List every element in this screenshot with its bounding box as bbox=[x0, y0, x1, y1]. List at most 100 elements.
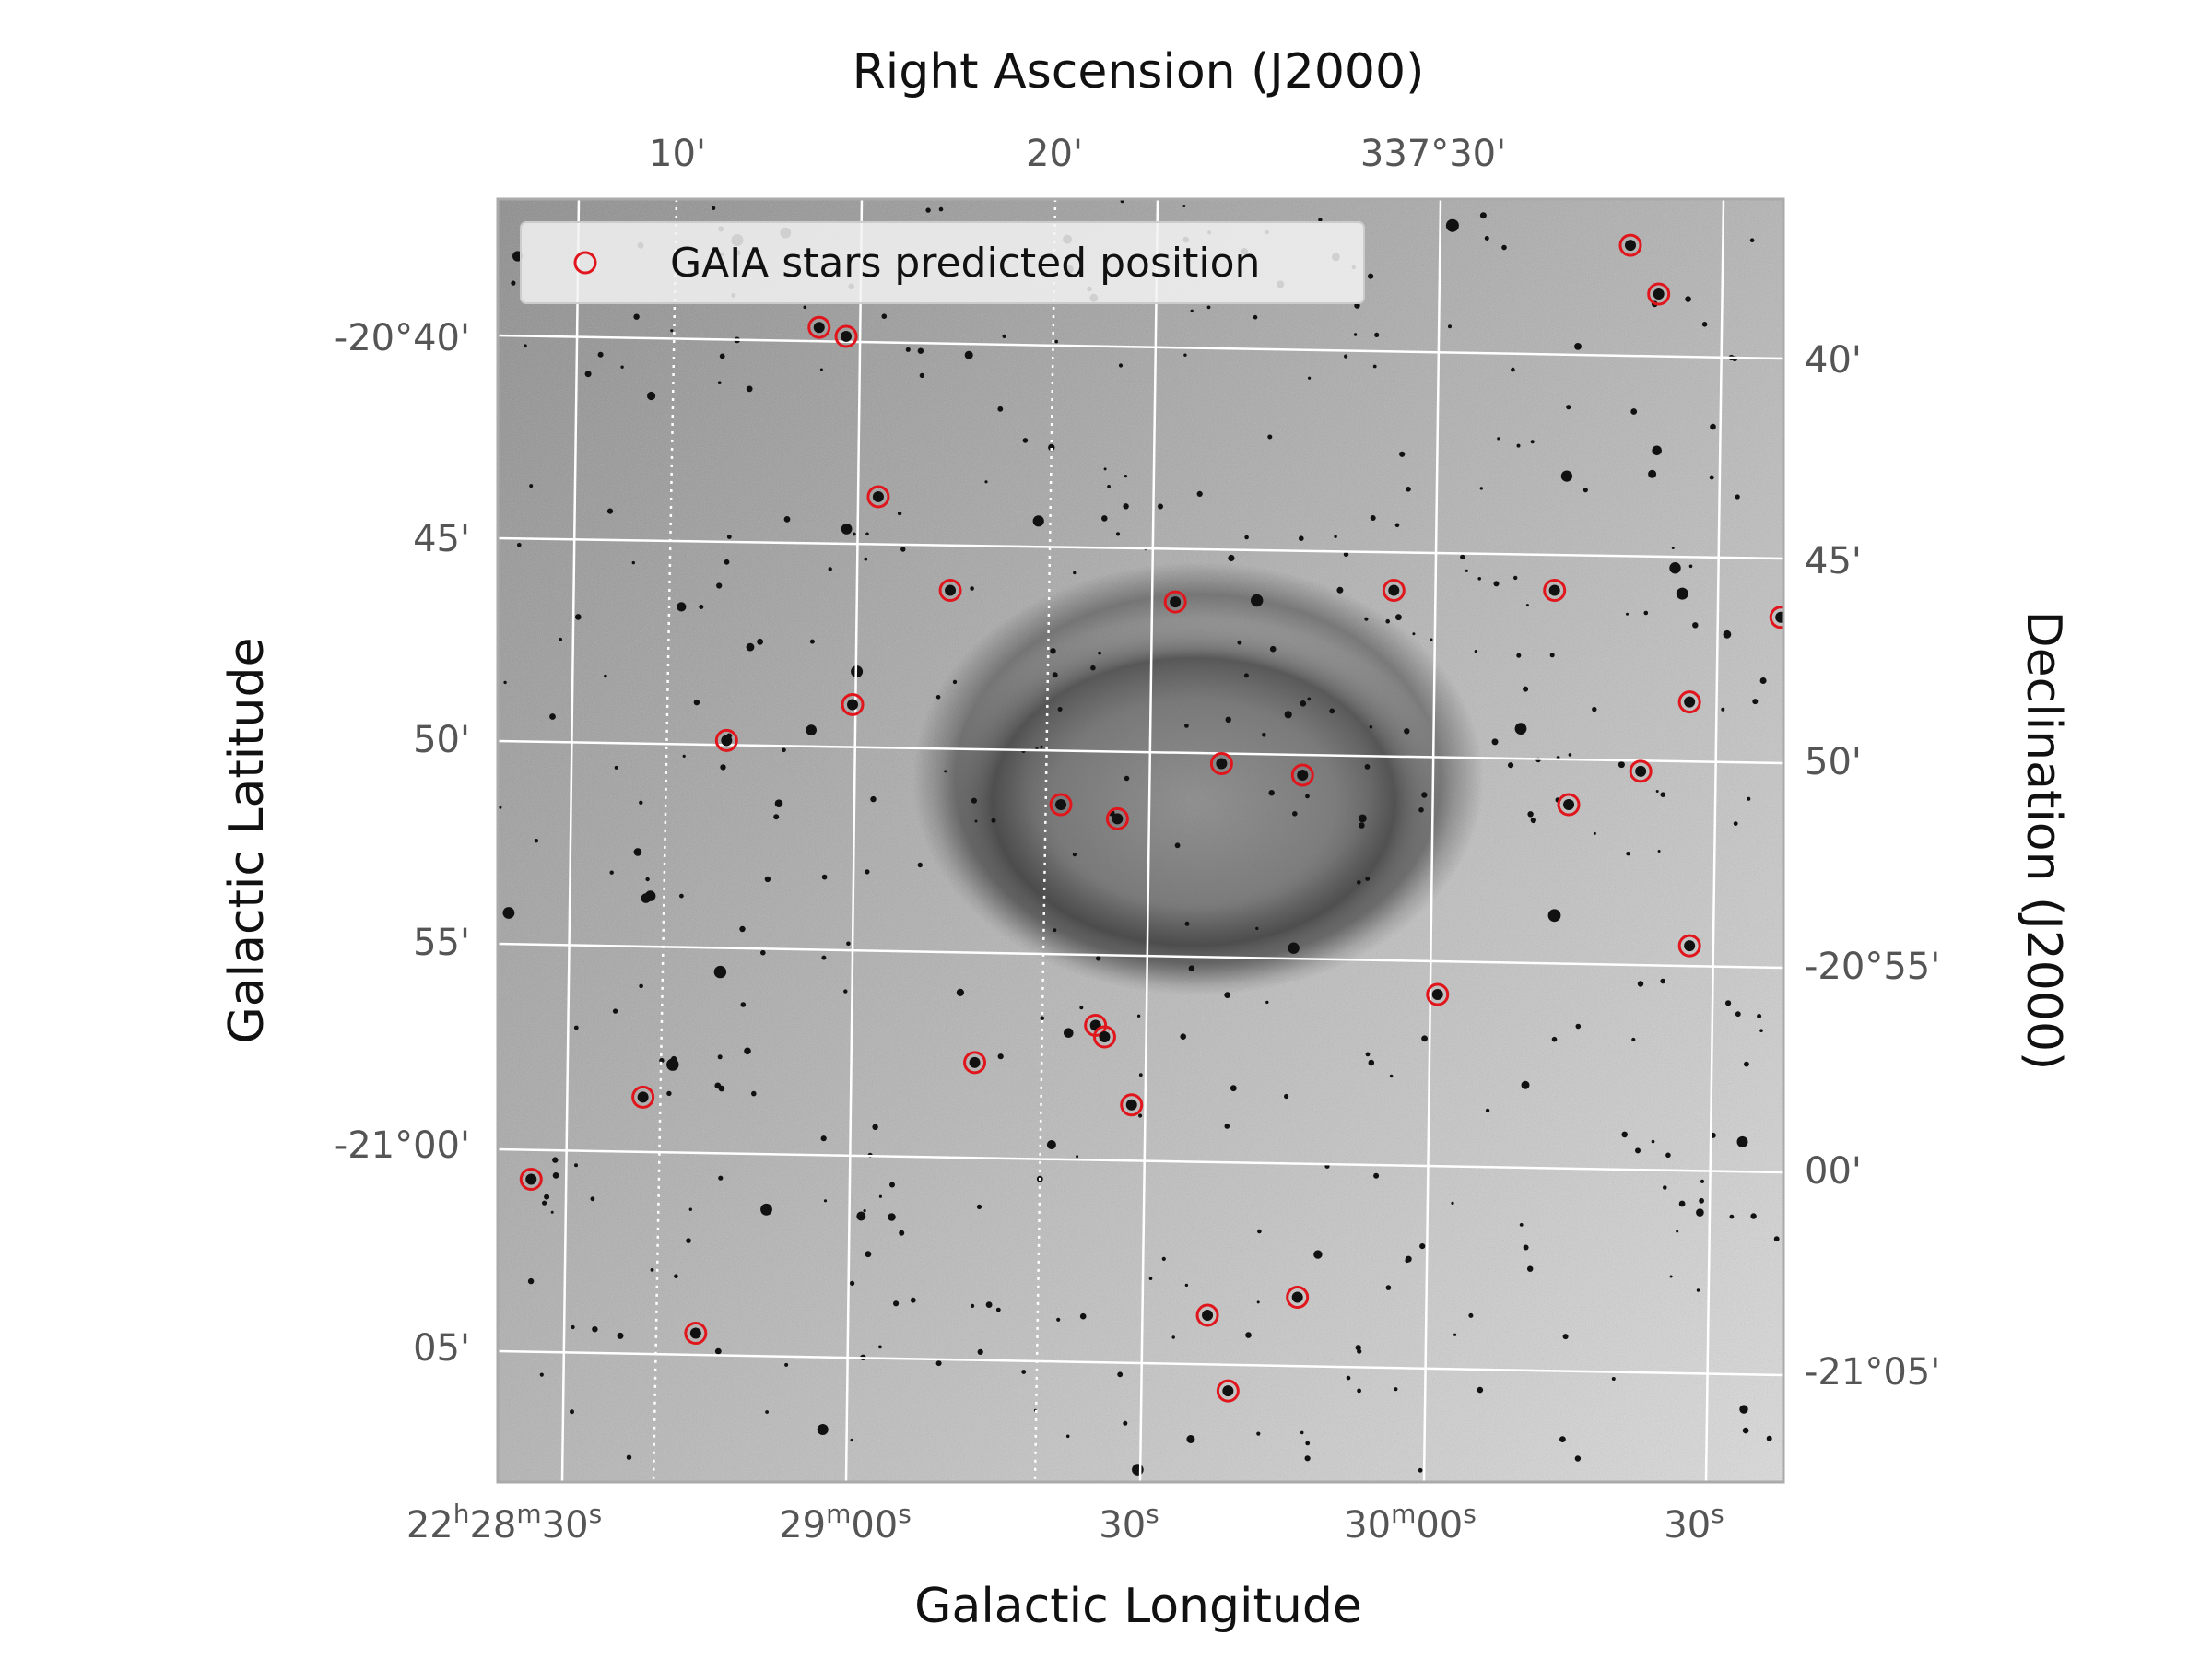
field-star bbox=[997, 1053, 1004, 1060]
field-star bbox=[674, 1274, 678, 1278]
field-star bbox=[1064, 1028, 1074, 1038]
field-star bbox=[573, 1025, 579, 1030]
gaia-marker bbox=[1677, 934, 1701, 958]
field-star bbox=[718, 1085, 725, 1092]
bottom-axis-title: Galactic Longitude bbox=[914, 1579, 1362, 1634]
field-star bbox=[746, 642, 755, 652]
left-axis-title: Galactic Latitude bbox=[219, 637, 275, 1043]
field-star bbox=[1265, 1000, 1269, 1005]
field-star bbox=[899, 1230, 905, 1236]
field-star bbox=[1138, 1113, 1143, 1118]
field-star bbox=[1304, 1455, 1311, 1462]
field-star bbox=[806, 724, 817, 735]
field-star bbox=[1364, 764, 1371, 770]
field-star bbox=[1299, 535, 1304, 541]
field-star bbox=[679, 893, 684, 899]
gaia-star bbox=[1297, 770, 1309, 782]
field-star bbox=[1404, 728, 1410, 735]
field-star bbox=[1385, 618, 1390, 624]
nebula-rim bbox=[912, 562, 1484, 995]
field-star bbox=[645, 877, 650, 882]
field-star bbox=[1090, 665, 1096, 671]
field-star bbox=[910, 1297, 916, 1303]
field-star bbox=[774, 799, 783, 807]
field-star bbox=[1736, 1135, 1748, 1147]
field-star bbox=[1368, 273, 1374, 279]
gaia-marker bbox=[714, 728, 738, 752]
field-star bbox=[527, 1277, 535, 1285]
field-star bbox=[1385, 1285, 1392, 1290]
field-star bbox=[740, 1002, 747, 1007]
field-star bbox=[976, 1204, 982, 1209]
gaia-marker bbox=[519, 1167, 543, 1191]
field-star bbox=[1394, 1387, 1398, 1392]
gaia-marker bbox=[1557, 793, 1581, 817]
field-star bbox=[571, 1324, 575, 1330]
field-star bbox=[821, 874, 828, 880]
field-star bbox=[1583, 488, 1588, 493]
field-star bbox=[1046, 1140, 1056, 1149]
field-star bbox=[828, 567, 832, 571]
grid-line-latitude bbox=[498, 1349, 1783, 1377]
field-star bbox=[872, 1124, 878, 1131]
right-ticks: 40' 45' 50' -20°55' 00' -21°05' bbox=[1805, 339, 1940, 1394]
field-star bbox=[841, 524, 853, 535]
field-star bbox=[1568, 753, 1572, 757]
field-star bbox=[751, 1090, 757, 1097]
field-star bbox=[714, 1347, 722, 1355]
field-star bbox=[821, 955, 827, 960]
field-star bbox=[1300, 700, 1307, 707]
gaia-star bbox=[841, 330, 853, 342]
field-star bbox=[524, 344, 527, 348]
field-star bbox=[1040, 745, 1043, 749]
field-star bbox=[1123, 1420, 1128, 1426]
field-star bbox=[720, 764, 726, 771]
field-star bbox=[544, 1194, 550, 1200]
left-tick-label: -21°00' bbox=[335, 1124, 470, 1167]
gaia-marker bbox=[807, 315, 831, 339]
field-star bbox=[1460, 554, 1465, 560]
field-star bbox=[1523, 686, 1529, 692]
field-star bbox=[1759, 677, 1767, 684]
field-star bbox=[971, 1303, 975, 1308]
field-star bbox=[1021, 1370, 1027, 1374]
field-star bbox=[712, 206, 716, 210]
field-star bbox=[559, 637, 562, 641]
field-star bbox=[1621, 1131, 1628, 1138]
right-axis-title: Declination (J2000) bbox=[2016, 611, 2071, 1071]
bottom-tick-label: 30s bbox=[1664, 1499, 1724, 1547]
gaia-marker bbox=[1543, 579, 1567, 603]
field-star bbox=[856, 1211, 866, 1221]
field-star bbox=[1365, 877, 1371, 881]
field-star bbox=[1115, 532, 1121, 536]
field-star bbox=[1657, 850, 1661, 853]
gaia-star bbox=[1222, 1385, 1234, 1397]
gaia-star bbox=[1563, 799, 1575, 811]
field-star bbox=[1418, 1467, 1423, 1473]
field-star bbox=[534, 839, 539, 843]
field-star bbox=[1305, 1441, 1311, 1446]
field-star bbox=[1700, 1179, 1705, 1183]
grid-line-latitude bbox=[498, 739, 1783, 765]
field-star bbox=[1735, 1011, 1741, 1018]
field-star bbox=[1364, 617, 1369, 621]
field-star bbox=[511, 280, 516, 286]
gaia-star bbox=[721, 735, 733, 747]
left-tick-label: 45' bbox=[413, 518, 470, 560]
field-star bbox=[1523, 1244, 1529, 1251]
field-star bbox=[1206, 305, 1211, 310]
field-star bbox=[1465, 569, 1468, 572]
field-star bbox=[865, 1251, 872, 1258]
right-tick-label: -21°05' bbox=[1805, 1351, 1940, 1394]
field-star bbox=[626, 1454, 632, 1460]
field-star bbox=[1739, 1405, 1748, 1414]
field-star bbox=[1182, 205, 1186, 207]
field-star bbox=[1243, 673, 1249, 678]
field-star bbox=[865, 869, 870, 875]
left-tick-label: 55' bbox=[413, 922, 470, 964]
field-star bbox=[1685, 296, 1691, 302]
field-star bbox=[1117, 1371, 1124, 1378]
field-star bbox=[850, 1280, 855, 1286]
field-star bbox=[1725, 1000, 1732, 1006]
field-star bbox=[1336, 586, 1344, 594]
